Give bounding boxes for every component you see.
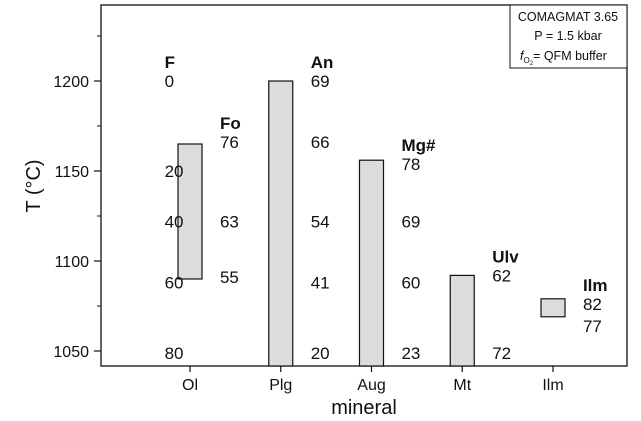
annotation-an-value: 69	[311, 72, 330, 91]
annotation-ulv-value: 72	[492, 344, 511, 363]
annotation-an-value: 41	[311, 274, 330, 293]
x-tick-label-ilm: Ilm	[542, 377, 563, 394]
annotation-an-value: 54	[311, 212, 330, 231]
info-line-buffer: fO2= QFM buffer	[520, 49, 607, 67]
annotation-header-f: F	[165, 53, 175, 72]
annotation-f-value: 20	[165, 162, 184, 181]
y-tick-label-1050: 1050	[53, 344, 89, 361]
bar-aug	[358, 159, 385, 367]
y-tick-label-1100: 1100	[55, 254, 90, 271]
x-tick-label-aug: Aug	[357, 377, 385, 394]
info-box: COMAGMAT 3.65 P = 1.5 kbar fO2= QFM buff…	[509, 4, 628, 69]
annotation-f-value: 40	[165, 212, 184, 231]
annotation-header-an: An	[311, 53, 334, 72]
annotation-header-ulv: Ulv	[492, 247, 519, 266]
annotation-f-value: 80	[165, 344, 184, 363]
info-line-model: COMAGMAT 3.65	[518, 10, 618, 24]
x-tick-label-mt: Mt	[453, 377, 471, 394]
info-f-symbol: f	[520, 49, 525, 63]
annotation-an-value: 20	[311, 344, 330, 363]
bar-ilm	[540, 298, 566, 318]
annotation-fo-value: 76	[220, 133, 239, 152]
y-tick-label-1150: 1150	[55, 164, 90, 181]
info-o-subscript: O	[523, 56, 529, 65]
chart-marks: 1050 1100 1150 1200 Ol Plg Aug Mt Ilm F0 20 40 60 80 F…	[53, 35, 608, 394]
annotation-header-fo: Fo	[220, 114, 241, 133]
bar-ol	[177, 143, 203, 280]
info-2-subscript: 2	[530, 61, 534, 67]
annotation-ilm-value: 82	[583, 295, 602, 314]
annotation-header-mg: Mg#	[401, 136, 436, 155]
annotation-fo-value: 55	[220, 268, 239, 287]
bar-plg	[268, 80, 294, 367]
annotation-mg-value: 78	[401, 155, 420, 174]
annotation-f-value: 0	[165, 72, 174, 91]
info-buffer-text: = QFM buffer	[533, 49, 607, 63]
annotation-header-ilm: Ilm	[583, 276, 608, 295]
x-axis-title: mineral	[331, 397, 397, 419]
annotation-fo-value: 63	[220, 212, 239, 231]
annotation-ulv-value: 62	[492, 266, 511, 285]
annotation-an-value: 66	[311, 133, 330, 152]
bar-mt	[449, 274, 475, 367]
annotation-ilm-value: 77	[583, 317, 602, 336]
annotation-mg-value: 69	[401, 212, 420, 231]
y-axis-title: T (°C)	[23, 159, 45, 212]
x-tick-label-plg: Plg	[269, 377, 292, 394]
x-tick-label-ol: Ol	[182, 377, 198, 394]
info-box-frame	[509, 4, 628, 69]
annotation-mg-value: 60	[401, 274, 420, 293]
annotation-mg-value: 23	[401, 344, 420, 363]
y-tick-label-1200: 1200	[53, 74, 89, 91]
info-line-pressure: P = 1.5 kbar	[534, 29, 602, 43]
annotation-f-value: 60	[165, 274, 184, 293]
